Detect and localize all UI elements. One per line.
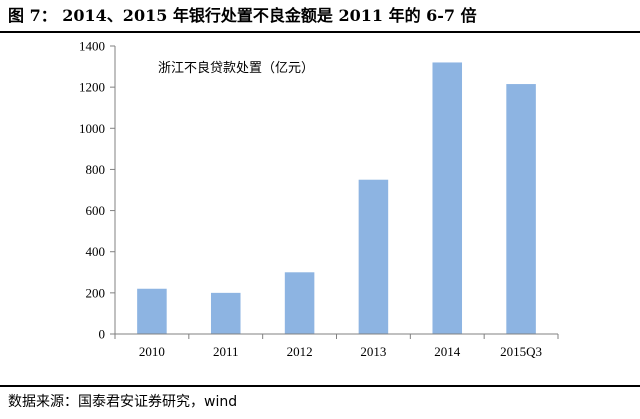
y-tick-label: 400 bbox=[86, 244, 106, 259]
source-rule bbox=[0, 385, 640, 387]
bar-2010 bbox=[137, 288, 167, 334]
y-tick-label: 1000 bbox=[79, 121, 105, 136]
x-tick-label: 2012 bbox=[287, 344, 313, 359]
figure-title: 图 7： 2014、2015 年银行处置不良金额是 2011 年的 6-7 倍 bbox=[8, 6, 477, 25]
source-note: 数据来源：国泰君安证券研究，wind bbox=[8, 394, 238, 410]
x-tick-label: 2010 bbox=[139, 344, 165, 359]
x-tick-label: 2015Q3 bbox=[500, 344, 542, 359]
bar-2013 bbox=[358, 179, 389, 334]
x-tick-label: 2013 bbox=[360, 344, 386, 359]
x-axis: 2010 2011 2012 2013 2014 2015Q3 bbox=[114, 333, 559, 359]
chart-annotation: 浙江不良贷款处置（亿元） bbox=[158, 60, 314, 76]
bar-2014 bbox=[432, 62, 463, 334]
y-tick-label: 600 bbox=[86, 203, 106, 218]
y-tick-label: 800 bbox=[86, 162, 106, 177]
x-tick-label: 2011 bbox=[213, 344, 239, 359]
y-tick-label: 1400 bbox=[79, 39, 105, 54]
title-rule bbox=[0, 31, 640, 33]
bar-2015Q3 bbox=[506, 84, 536, 334]
y-axis: 0 200 400 600 800 1000 1200 1400 bbox=[79, 39, 116, 342]
bar-2011 bbox=[210, 292, 241, 334]
bar-2012 bbox=[284, 272, 315, 334]
bars bbox=[137, 62, 536, 334]
y-tick-label: 0 bbox=[99, 327, 106, 342]
y-tick-label: 200 bbox=[86, 285, 106, 300]
x-tick-label: 2014 bbox=[434, 344, 461, 359]
y-tick-label: 1200 bbox=[79, 80, 105, 95]
